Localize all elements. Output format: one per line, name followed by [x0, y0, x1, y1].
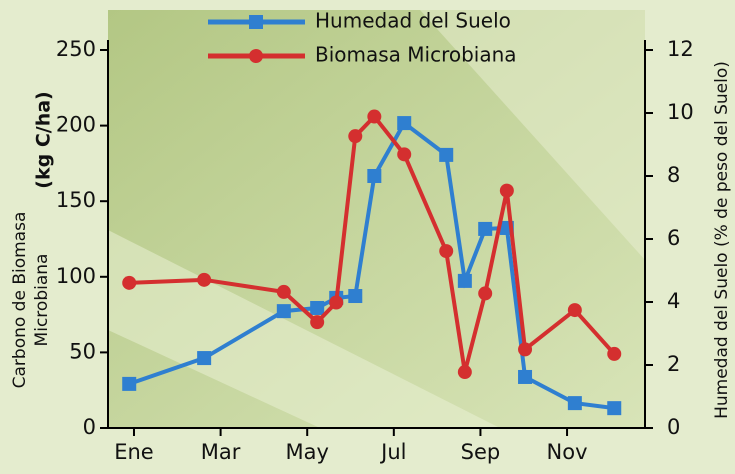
point [197, 272, 212, 287]
point [122, 275, 137, 290]
point [607, 401, 622, 416]
y2-tick-label: 10 [667, 100, 694, 124]
y2-tick-label: 0 [667, 415, 680, 439]
x-tick-label: Ene [114, 440, 154, 464]
point [478, 286, 493, 301]
y-label: Microbiana [32, 254, 52, 347]
x-tick-label: Mar [201, 440, 241, 464]
y-tick-label: 250 [56, 37, 96, 61]
y-tick-label: 200 [56, 113, 96, 137]
point [518, 369, 533, 384]
point [478, 221, 493, 236]
point [457, 365, 472, 380]
y2-tick-label: 6 [667, 226, 680, 250]
point [276, 304, 291, 319]
point [397, 147, 412, 162]
point [197, 351, 212, 366]
legend-marker [249, 15, 263, 29]
point [310, 300, 325, 315]
y2-tick-label: 2 [667, 352, 680, 376]
y-label: Carbono de Biomasa [10, 212, 30, 389]
y2-label: Humedad del Suelo (% de peso del Suelo) [712, 61, 732, 419]
point [276, 284, 291, 299]
band [420, 10, 645, 260]
point [348, 129, 363, 144]
point [439, 147, 454, 162]
y-tick-label: 0 [83, 415, 96, 439]
y-tick-label: 100 [56, 264, 96, 288]
point [329, 295, 344, 310]
x-tick-label: Nov [547, 440, 588, 464]
y-tick-label: 150 [56, 188, 96, 212]
point [607, 346, 622, 361]
point [397, 116, 412, 131]
point [518, 342, 533, 357]
legend-label: Biomasa Microbiana [315, 43, 517, 67]
y-label-unit: (kg C/ha) [33, 91, 55, 188]
point [310, 315, 325, 330]
point [457, 273, 472, 288]
y2-tick-label: 8 [667, 163, 680, 187]
x-tick-label: May [285, 440, 328, 464]
point [567, 396, 582, 411]
y-tick-label: 50 [69, 339, 96, 363]
point [499, 183, 514, 198]
point [567, 303, 582, 318]
x-tick-label: Jul [379, 440, 406, 464]
y2-tick-label: 4 [667, 289, 680, 313]
point [367, 109, 382, 124]
legend-marker [249, 49, 263, 63]
point [367, 169, 382, 183]
point [439, 244, 454, 259]
point [348, 289, 363, 304]
legend-label: Humedad del Suelo [315, 9, 511, 33]
y2-tick-label: 12 [667, 37, 694, 61]
x-tick-label: Sep [461, 440, 501, 464]
point [122, 376, 137, 391]
